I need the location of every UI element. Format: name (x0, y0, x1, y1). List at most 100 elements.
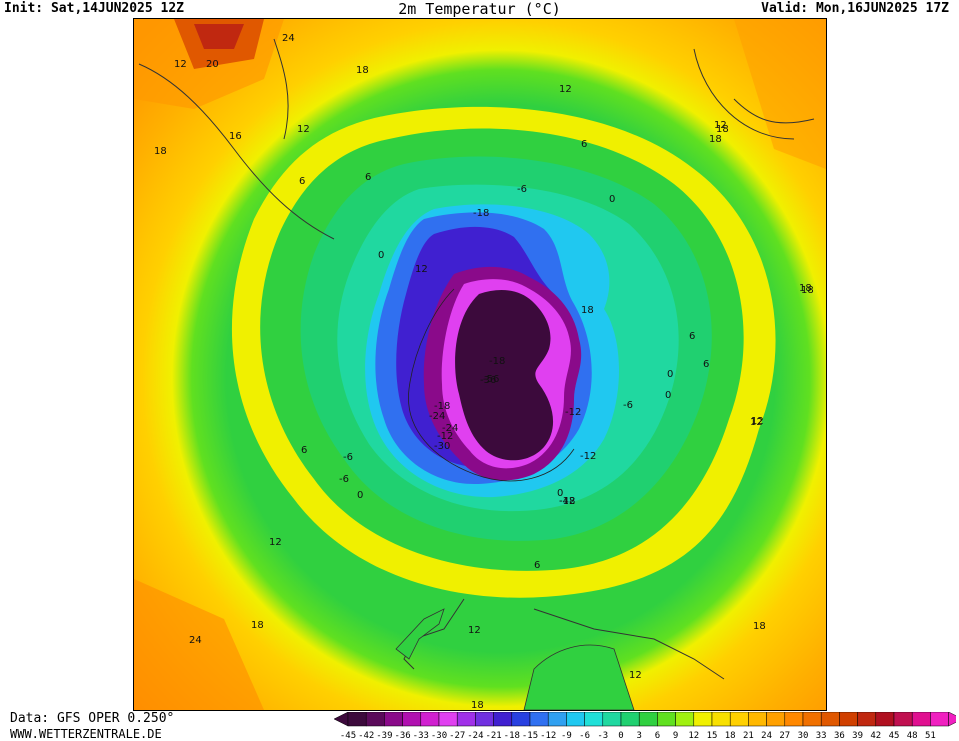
colorbar-swatch (493, 712, 513, 727)
contour-label: -6 (343, 452, 353, 463)
colorbar-tick-label: 21 (743, 731, 754, 740)
colorbar-swatch (911, 712, 931, 727)
colorbar-tick-label: 9 (673, 731, 678, 740)
contour-label: 20 (206, 59, 219, 70)
colorbar-tick-label: 42 (870, 731, 881, 740)
contour-label: -18 (559, 496, 575, 507)
contour-label: 18 (471, 700, 484, 710)
colorbar-swatch (693, 712, 713, 727)
colorbar-swatch (529, 712, 549, 727)
contour-label: -24 (429, 411, 445, 422)
contour-label: 0 (665, 390, 671, 401)
colorbar-swatch (511, 712, 531, 727)
colorbar-swatch (602, 712, 622, 727)
colorbar-tick-label: -9 (561, 731, 572, 740)
colorbar-tick-label: 12 (688, 731, 699, 740)
colorbar-tick-label: 45 (889, 731, 900, 740)
colorbar-tick-label: 27 (779, 731, 790, 740)
colorbar-tick-label: -3 (597, 731, 608, 740)
colorbar-tick-label: 33 (816, 731, 827, 740)
contour-label: 0 (609, 194, 615, 205)
colorbar-swatch (729, 712, 749, 727)
contour-label: 12 (559, 84, 572, 95)
colorbar-swatch (620, 712, 640, 727)
contour-label: -18 (473, 208, 489, 219)
colorbar: -45 -42 -39 -36 -33 -30 -27 -24 -21 -18 -15 -12 -9 -6… (334, 712, 956, 740)
contour-label: -12 (580, 451, 596, 462)
contour-label: 18 (356, 65, 369, 76)
temperature-map: 24 12 20 18 18 12 12 16 18 18 6 6 6 -6 0 -18 12 0 18 18 12 6-… (133, 18, 827, 711)
contour-label: 18 (801, 285, 814, 296)
contour-label: 18 (716, 124, 729, 135)
colorbar-swatch (657, 712, 676, 727)
colorbar-swatch (930, 712, 949, 727)
colorbar-tick-label: 0 (618, 731, 623, 740)
colorbar-right-arrow (948, 712, 956, 727)
colorbar-tick-label: 3 (636, 731, 641, 740)
init-time: Init: Sat,14JUN2025 12Z (4, 1, 185, 16)
colorbar-swatch (402, 712, 422, 727)
valid-time: Valid: Mon,16JUN2025 17Z (761, 1, 949, 16)
colorbar-tick-label: 51 (925, 731, 936, 740)
colorbar-tick-label: -18 (504, 731, 520, 740)
colorbar-swatch (475, 712, 494, 727)
contour-label: 0 (378, 250, 384, 261)
colorbar-tick-label: -45 (340, 731, 356, 740)
contour-label: 12 (415, 264, 428, 275)
contour-label: 24 (189, 635, 202, 646)
colorbar-swatch (802, 712, 822, 727)
colorbar-tick-label: 39 (852, 731, 863, 740)
colorbar-tick-label: -21 (485, 731, 501, 740)
contour-label: 6 (365, 172, 371, 183)
contour-label: 0 (667, 369, 673, 380)
contour-label: -6 (517, 184, 527, 195)
colorbar-swatch (675, 712, 695, 727)
colorbar-swatch (365, 712, 385, 727)
contour-label: 12 (750, 417, 763, 428)
colorbar-tick-label: 48 (907, 731, 918, 740)
contour-label: 6 (301, 445, 307, 456)
data-source: Data: GFS OPER 0.250° (10, 711, 175, 726)
colorbar-swatch (547, 712, 567, 727)
colorbar-tick-label: -39 (376, 731, 392, 740)
website: WWW.WETTERZENTRALE.DE (10, 727, 162, 741)
colorbar-swatch (456, 712, 476, 727)
map-title: 2m Temperatur (°C) (398, 0, 561, 18)
contour-label: 12 (297, 124, 310, 135)
colorbar-tick-label: -15 (522, 731, 538, 740)
colorbar-swatch (566, 712, 585, 727)
colorbar-swatch (420, 712, 440, 727)
contour-label: 24 (282, 33, 295, 44)
colorbar-tick-label: 36 (834, 731, 845, 740)
contour-label: 12 (174, 59, 187, 70)
contour-label: 18 (753, 621, 766, 632)
contour-label: -18 (489, 356, 505, 367)
contour-label: -36 (480, 375, 496, 386)
colorbar-swatch (839, 712, 858, 727)
colorbar-swatch (748, 712, 767, 727)
colorbar-tick-label: -12 (540, 731, 556, 740)
contour-label: 6 (581, 139, 587, 150)
contour-label: 12 (629, 670, 642, 681)
contour-label: 18 (799, 283, 812, 294)
colorbar-swatch (584, 712, 604, 727)
contour-label: 0 (357, 490, 363, 501)
colorbar-swatch (347, 712, 367, 727)
colorbar-swatch (711, 712, 731, 727)
colorbar-tick-label: -33 (413, 731, 429, 740)
colorbar-tick-label: 15 (707, 731, 718, 740)
contour-label: 12 (468, 625, 481, 636)
contour-label: -18 (434, 401, 450, 412)
contour-label: 18 (154, 146, 167, 157)
contour-label: 6 (534, 560, 540, 571)
contour-label: 0 (557, 488, 563, 499)
colorbar-tick-label: 24 (761, 731, 772, 740)
colorbar-tick-label: -42 (358, 731, 374, 740)
colorbar-swatch (875, 712, 895, 727)
colorbar-tick-label: -24 (467, 731, 483, 740)
colorbar-tick-label: -27 (449, 731, 465, 740)
contour-label: 12 (714, 120, 727, 131)
colorbar-swatch (893, 712, 913, 727)
colorbar-tick-label: 6 (655, 731, 660, 740)
